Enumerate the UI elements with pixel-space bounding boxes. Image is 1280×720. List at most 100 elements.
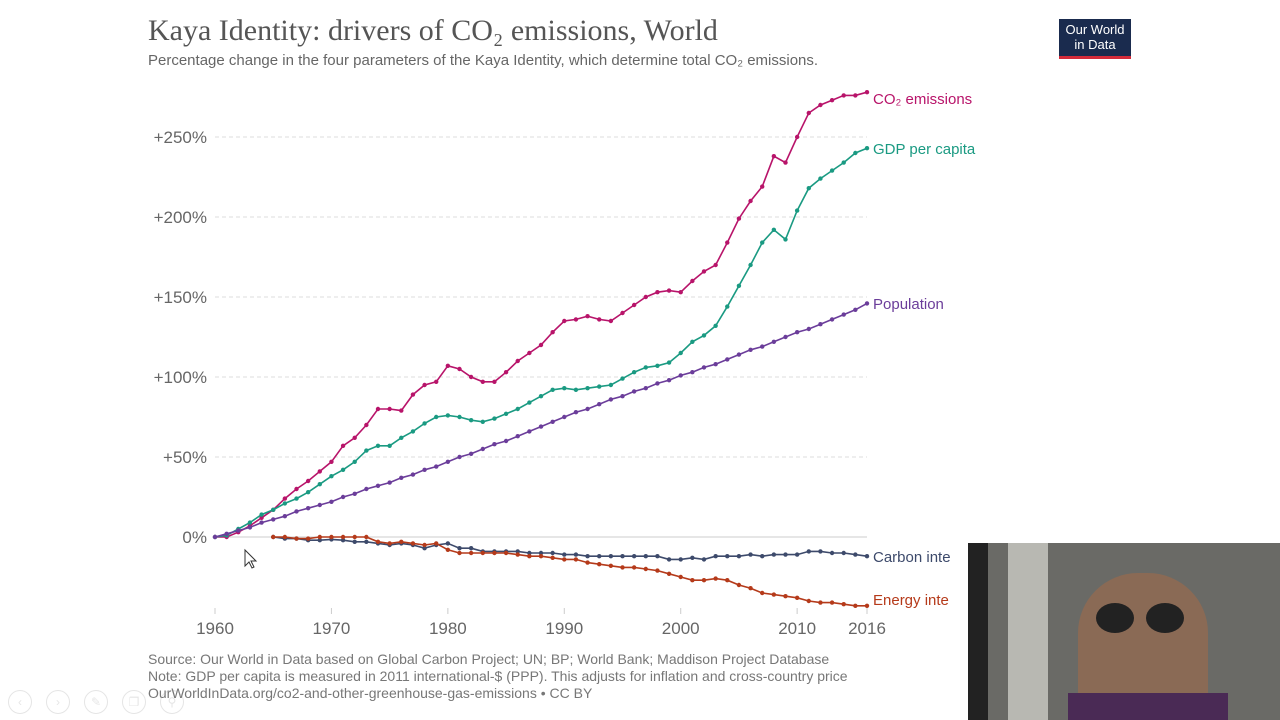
data-point [864,603,870,608]
data-point [736,554,742,559]
data-point [364,448,369,453]
data-point [527,350,532,356]
data-point [806,326,811,332]
data-point [527,400,532,405]
data-point [690,578,695,583]
data-point [305,536,311,541]
data-point [224,531,229,536]
data-point [503,411,509,416]
data-point [422,421,427,426]
data-point [666,378,672,383]
data-point [806,186,811,191]
data-point [573,387,579,392]
source-text: Source: Our World in Data based on Globa… [148,651,830,667]
data-point [643,365,648,370]
data-point [271,517,276,522]
data-point [329,534,334,540]
data-point [422,382,427,388]
data-point [445,547,451,552]
data-point [690,278,695,284]
data-point [352,534,357,540]
data-point [387,480,392,485]
data-point [375,443,381,448]
data-point [806,598,811,604]
data-point [492,550,497,556]
data-point [387,443,392,448]
data-point [399,408,404,413]
series-line [273,536,867,607]
y-tick-label: +50% [163,448,207,467]
data-point [340,467,346,472]
data-point [794,552,800,557]
data-point [655,554,660,559]
x-tick-label: 1990 [545,619,583,638]
data-point [806,549,811,554]
data-point [597,384,602,389]
x-tick-label: 2010 [778,619,816,638]
data-point [585,560,590,565]
data-point [771,227,777,232]
data-point [468,451,474,456]
data-point [736,582,742,588]
data-point [806,110,811,116]
data-point [748,347,753,352]
data-point [503,438,509,444]
zoom-icon[interactable]: ⚲ [160,690,184,714]
slide-toolbar: ‹ › ✎ ❐ ⚲ [8,690,184,714]
pen-icon[interactable]: ✎ [84,690,108,714]
data-point [608,382,614,388]
data-point [527,554,532,559]
data-point [282,501,288,506]
data-point [282,496,288,501]
data-point [783,552,788,557]
series-gdp-per-capita: GDP per capita [212,141,976,540]
data-point [864,301,870,306]
data-point [620,554,625,559]
data-point [818,600,823,605]
data-point [364,539,369,544]
data-point [713,554,718,559]
series-label: GDP per capita [873,141,976,158]
data-point [562,386,567,391]
data-point [829,168,835,173]
back-icon[interactable]: ‹ [8,690,32,714]
copy-icon[interactable]: ❐ [122,690,146,714]
series-co-emissions: CO₂ emissions [212,90,972,540]
data-point [305,490,311,495]
data-point [678,574,683,580]
data-point [271,534,276,540]
owid-logo[interactable]: Our World in Data [1059,19,1131,59]
mouse-cursor-icon [244,548,258,569]
data-point [643,386,648,391]
y-tick-label: +250% [154,128,207,147]
data-point [340,443,346,448]
data-point [783,160,788,165]
data-point [585,406,590,412]
data-point [841,550,846,556]
data-point [585,554,590,559]
data-point [620,565,625,570]
data-point [282,514,288,519]
url-link[interactable]: OurWorldInData.org/co2-and-other-greenho… [148,685,593,701]
data-point [725,357,730,362]
data-point [468,546,474,551]
series-energy-inte: Energy inte [271,534,949,609]
data-point [515,552,520,557]
y-tick-label: +200% [154,208,207,227]
data-point [725,304,730,309]
data-point [317,469,322,474]
data-point [259,520,264,525]
data-point [597,317,602,322]
data-point [678,290,683,295]
data-point [690,370,695,375]
data-point [760,554,765,559]
data-point [422,467,427,472]
data-point [434,379,439,384]
data-point [829,600,835,605]
series-label: Energy inte [873,592,949,609]
data-point [713,576,718,581]
data-point [538,554,544,559]
data-point [294,536,299,541]
forward-icon[interactable]: › [46,690,70,714]
data-point [690,555,695,560]
